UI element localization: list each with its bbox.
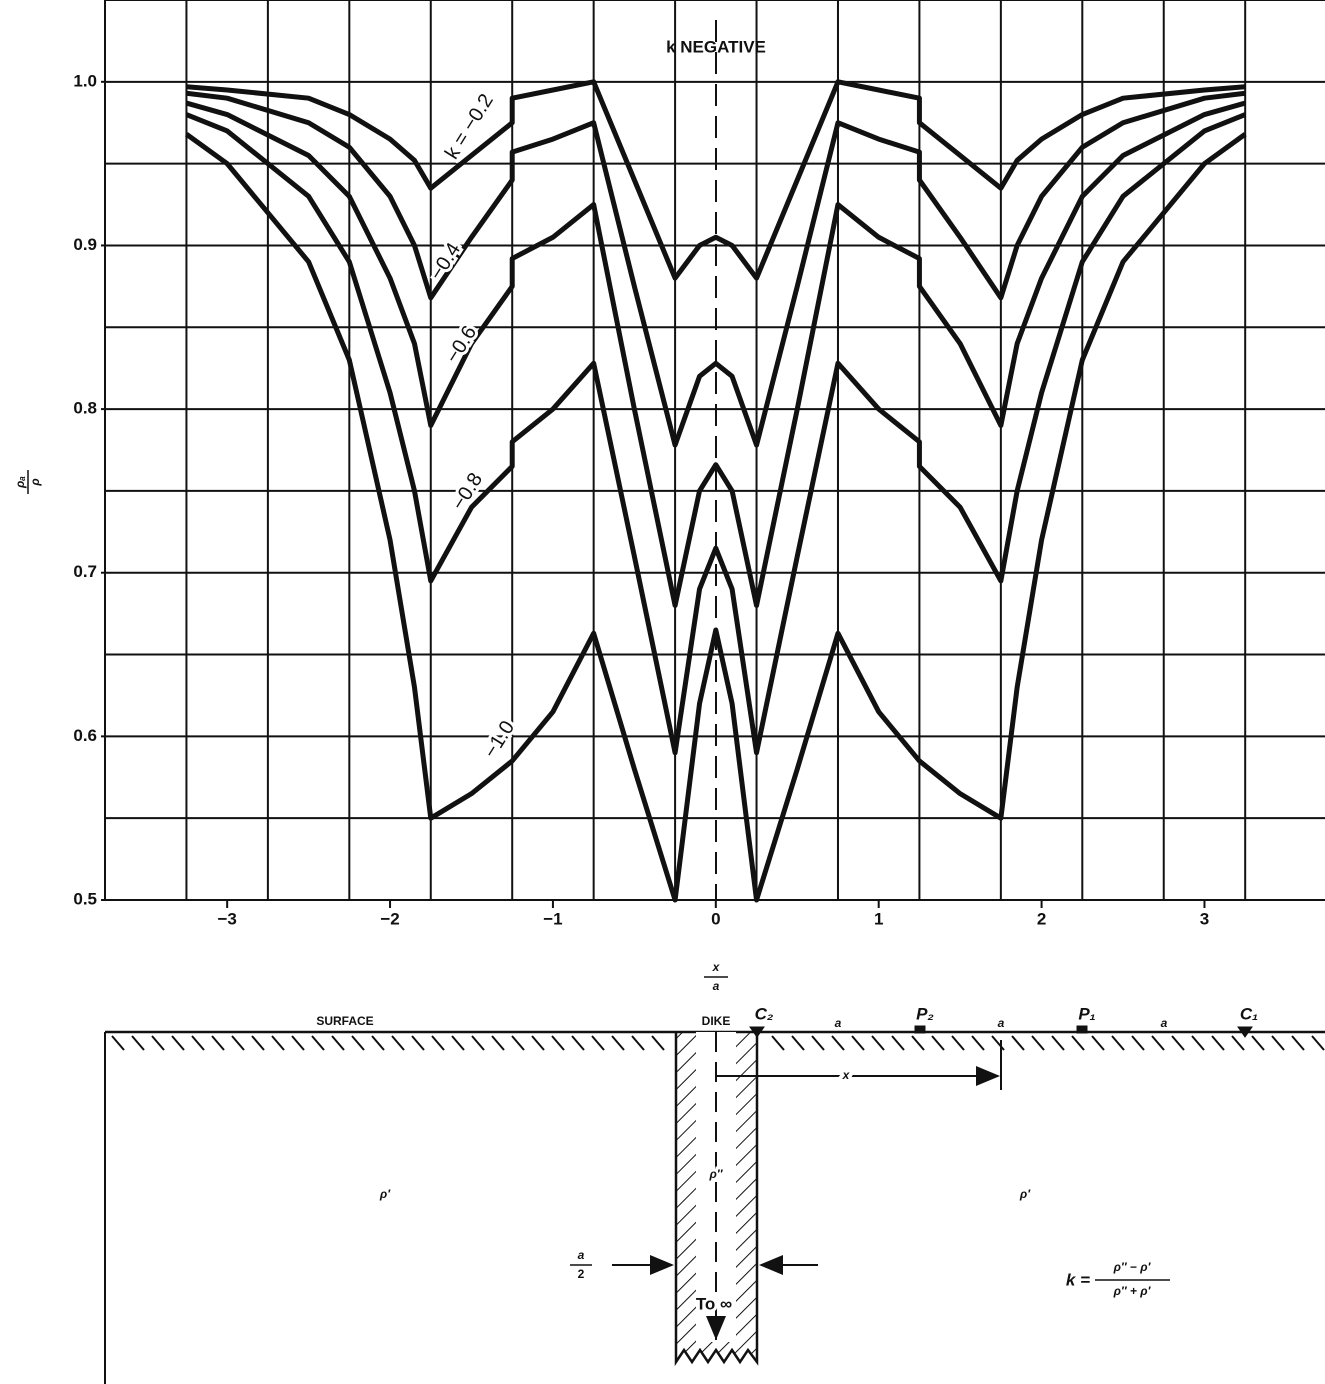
curve <box>185 112 1247 756</box>
x-tick-label: 3 <box>1200 909 1209 928</box>
y-tick-label: 0.7 <box>73 562 97 581</box>
rho-label: ρ″ <box>708 1167 723 1181</box>
electrode-label: C₁ <box>1240 1004 1258 1023</box>
depth-label: To ∞ <box>696 1294 732 1313</box>
electrode-label: C₂ <box>755 1004 774 1023</box>
x-tick-label: −2 <box>380 909 399 928</box>
y-tick-label: 0.8 <box>73 399 97 418</box>
annotation: k NEGATIVE <box>666 37 766 56</box>
electrode-label: P₁ <box>1078 1004 1095 1023</box>
diagram <box>104 1025 1325 1384</box>
spacing-label: a <box>1161 1016 1168 1030</box>
y-tick-label: 0.9 <box>73 235 97 254</box>
spacing-label: a <box>835 1016 842 1030</box>
x-tick-label: 1 <box>874 909 883 928</box>
curve <box>185 100 1246 608</box>
curve <box>186 90 1246 448</box>
x-tick-label: −1 <box>543 909 562 928</box>
dike-label: DIKE <box>702 1014 731 1028</box>
x-distance-label: x <box>842 1068 851 1082</box>
x-label-den: a <box>713 979 720 993</box>
formula-num: ρ″ − ρ′ <box>1113 1260 1152 1274</box>
series-label: −1.0 <box>480 717 520 762</box>
electrode-label: P₂ <box>916 1004 934 1023</box>
x-tick-label: −3 <box>217 909 236 928</box>
y-label-den: ρ <box>28 478 42 486</box>
formula-den: ρ″ + ρ′ <box>1113 1284 1152 1298</box>
curve <box>184 132 1247 903</box>
series-label: −0.6 <box>442 322 482 367</box>
half-width-num: a <box>578 1248 585 1262</box>
rho-label: ρ′ <box>379 1187 391 1201</box>
curve <box>186 79 1246 281</box>
y-tick-label: 0.6 <box>73 726 97 745</box>
surface-label: SURFACE <box>316 1014 373 1028</box>
y-tick-label: 0.5 <box>73 889 97 908</box>
y-label-num: ρₐ <box>13 476 27 489</box>
spacing-label: a <box>998 1016 1005 1030</box>
x-tick-label: 0 <box>711 909 720 928</box>
x-tick-label: 2 <box>1037 909 1046 928</box>
y-label: ρₐ ρ <box>13 470 42 494</box>
rho-label: ρ′ <box>1019 1187 1031 1201</box>
x-label-num: x <box>712 960 721 974</box>
y-tick-label: 1.0 <box>73 71 97 90</box>
series-label: k = −0.2 <box>441 90 498 163</box>
x-label: x a <box>704 960 728 993</box>
half-width-den: 2 <box>578 1267 585 1281</box>
formula-lhs: k = <box>1066 1270 1090 1289</box>
